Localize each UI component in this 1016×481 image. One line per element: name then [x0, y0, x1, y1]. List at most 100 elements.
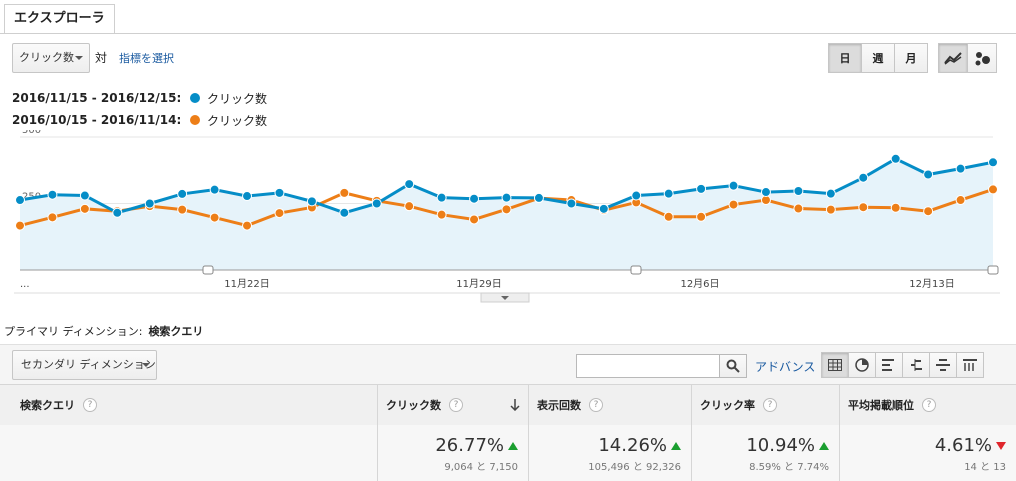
search-input[interactable]	[576, 354, 720, 378]
clicks-summary-cell: 26.77% 9,064 と 7,150	[377, 425, 528, 481]
chevron-down-icon	[501, 296, 509, 300]
data-point	[890, 202, 901, 213]
annotation-icon	[987, 265, 999, 275]
data-point	[858, 172, 869, 183]
help-icon[interactable]: ?	[589, 398, 603, 412]
legend-previous: 2016/10/15 - 2016/11/14: クリック数	[12, 111, 267, 129]
pivot-table-icon	[963, 359, 977, 371]
help-icon[interactable]: ?	[449, 398, 463, 412]
series-dot-icon	[190, 93, 200, 103]
ctr-detail: 8.59% と 7.74%	[749, 462, 829, 473]
avg-position-detail: 14 と 13	[964, 462, 1006, 473]
data-point	[209, 184, 220, 195]
data-point	[15, 195, 25, 206]
impressions-header[interactable]: 表示回数?	[528, 385, 691, 425]
data-point	[47, 189, 58, 200]
pivot-view-button[interactable]	[956, 352, 984, 378]
ctr-header-label: クリック率	[700, 399, 755, 412]
line-chart: 500 250... 11月22日 11月29日 12月6日 12月13日	[0, 125, 1016, 305]
search-button[interactable]	[719, 354, 747, 378]
clicks-header-label: クリック数	[386, 399, 441, 412]
impressions-summary-cell: 14.26% 105,496 と 92,326	[528, 425, 691, 481]
data-point	[728, 180, 739, 191]
dimension-header-label: 検索クエリ	[20, 399, 75, 412]
x-tick-label: 12月13日	[909, 278, 954, 290]
dimension-header[interactable]: 検索クエリ?	[0, 385, 377, 425]
data-point	[858, 202, 869, 213]
primary-dimension: プライマリ ディメンション: 検索クエリ	[4, 323, 203, 339]
pie-view-button[interactable]	[848, 352, 876, 378]
impressions-header-label: 表示回数	[537, 399, 581, 412]
x-tick-label: ...	[20, 279, 30, 290]
tab-explorer[interactable]: エクスプローラ	[4, 4, 115, 33]
pie-chart-icon	[855, 358, 869, 372]
data-point	[598, 203, 609, 214]
select-metric-link[interactable]: 指標を選択	[119, 52, 174, 65]
advanced-filter-link[interactable]: アドバンス	[755, 360, 816, 374]
term-cloud-icon	[936, 359, 950, 371]
data-point	[469, 193, 480, 204]
month-button[interactable]: 月	[894, 43, 928, 73]
series-dot-icon	[190, 115, 200, 125]
secondary-dimension-select[interactable]: セカンダリ ディメンション	[12, 350, 157, 380]
search-icon	[726, 359, 740, 373]
primary-dimension-value[interactable]: 検索クエリ	[148, 325, 204, 338]
trend-down-icon	[996, 441, 1006, 450]
x-tick-label: 11月29日	[456, 278, 501, 290]
legend-date-range: 2016/11/15 - 2016/12/15:	[12, 91, 182, 105]
day-button[interactable]: 日	[828, 43, 862, 73]
legend-current: 2016/11/15 - 2016/12/15: クリック数	[12, 89, 267, 107]
data-point	[436, 209, 447, 220]
table-header: 検索クエリ? クリック数? 表示回数? クリック率? 平均掲載順位?	[0, 384, 1016, 426]
avg-position-header-label: 平均掲載順位	[848, 399, 914, 412]
data-point	[955, 163, 966, 174]
data-point	[501, 204, 512, 215]
week-button[interactable]: 週	[861, 43, 895, 73]
comparison-view-button[interactable]	[902, 352, 930, 378]
term-cloud-view-button[interactable]	[929, 352, 957, 378]
data-point	[533, 192, 544, 203]
annotation-icon	[630, 265, 642, 275]
help-icon[interactable]: ?	[763, 398, 777, 412]
trend-up-icon	[671, 441, 681, 450]
sort-descending-icon[interactable]	[510, 399, 520, 411]
avg-position-header[interactable]: 平均掲載順位?	[839, 385, 1016, 425]
metric-select[interactable]: クリック数	[12, 43, 90, 73]
data-point	[242, 220, 253, 231]
data-point	[988, 157, 998, 168]
x-tick-label: 11月22日	[224, 278, 269, 290]
table-view-group	[821, 352, 984, 378]
x-tick-label: 12月6日	[680, 278, 719, 290]
clicks-change: 26.77%	[435, 435, 504, 456]
data-point	[177, 204, 188, 215]
clicks-header[interactable]: クリック数?	[377, 385, 528, 425]
help-icon[interactable]: ?	[83, 398, 97, 412]
clicks-detail: 9,064 と 7,150	[444, 462, 518, 473]
vs-label: 対	[95, 51, 108, 65]
avg-position-change: 4.61%	[934, 435, 992, 456]
table-view-button[interactable]	[821, 352, 849, 378]
motion-chart-button[interactable]	[967, 43, 997, 73]
data-point	[274, 208, 285, 219]
data-point	[469, 214, 480, 225]
data-point	[209, 212, 220, 223]
legend-metric: クリック数	[207, 113, 268, 128]
avg-position-summary-cell: 4.61% 14 と 13	[839, 425, 1016, 481]
data-point	[825, 204, 836, 215]
data-point	[501, 192, 512, 203]
legend-metric: クリック数	[207, 91, 268, 106]
ctr-summary-cell: 10.94% 8.59% と 7.74%	[691, 425, 839, 481]
performance-view-button[interactable]	[875, 352, 903, 378]
data-point	[339, 207, 350, 218]
line-chart-button[interactable]	[938, 43, 968, 73]
chart-type-group	[938, 43, 997, 73]
data-point	[955, 195, 966, 206]
data-point	[404, 201, 415, 212]
data-point	[177, 188, 188, 199]
data-point	[274, 187, 285, 198]
ctr-header[interactable]: クリック率?	[691, 385, 839, 425]
data-point	[631, 190, 642, 201]
help-icon[interactable]: ?	[922, 398, 936, 412]
data-point	[793, 203, 804, 214]
comparison-icon	[911, 359, 922, 371]
